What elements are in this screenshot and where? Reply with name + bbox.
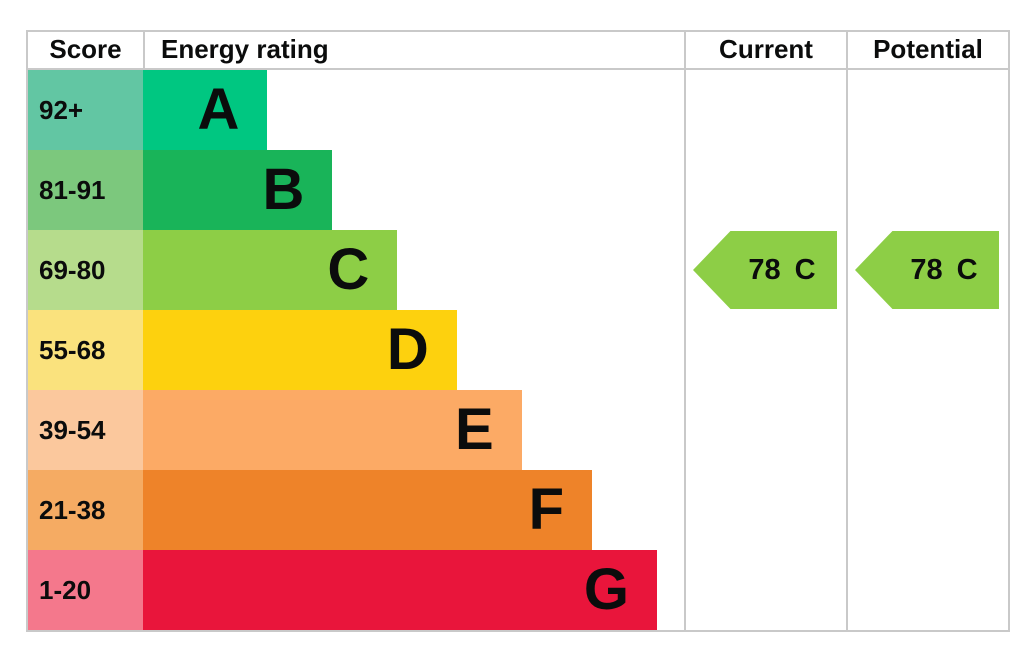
bar-area-g: G xyxy=(143,550,684,630)
bar-area-e: E xyxy=(143,390,684,470)
current-cell-d xyxy=(684,310,846,390)
band-row-b: 81-91 B xyxy=(28,150,1008,230)
energy-bar-g: G xyxy=(143,550,657,630)
bar-area-b: B xyxy=(143,150,684,230)
band-letter-a: A xyxy=(197,77,240,142)
band-letter-f: F xyxy=(528,477,565,542)
potential-cell-d xyxy=(846,310,1008,390)
potential-cell-b xyxy=(846,150,1008,230)
potential-cell-c: 78 C xyxy=(846,230,1008,310)
energy-bar-b: B xyxy=(143,150,333,230)
energy-bar-d: D xyxy=(143,310,457,390)
band-row-f: 21-38 F xyxy=(28,470,1008,550)
current-cell-f xyxy=(684,470,846,550)
band-letter-c: C xyxy=(327,237,370,302)
header-potential: Potential xyxy=(846,32,1008,68)
bar-area-a: A xyxy=(143,70,684,150)
current-band-letter: C xyxy=(794,253,816,286)
potential-cell-g xyxy=(846,550,1008,630)
energy-bar-e: E xyxy=(143,390,522,470)
potential-cell-e xyxy=(846,390,1008,470)
header-current: Current xyxy=(684,32,846,68)
potential-score-value: 78 xyxy=(910,253,943,286)
current-cell-e xyxy=(684,390,846,470)
header-row: Score Energy rating Current Potential xyxy=(28,32,1008,70)
score-range-g: 1-20 xyxy=(28,550,143,630)
energy-bar-f: F xyxy=(143,470,593,550)
bar-area-f: F xyxy=(143,470,684,550)
band-row-c: 69-80 C 78 C 78 C xyxy=(28,230,1008,310)
bar-area-c: C xyxy=(143,230,684,310)
potential-rating-arrow: 78 C xyxy=(855,231,999,309)
header-score: Score xyxy=(28,32,145,68)
potential-cell-f xyxy=(846,470,1008,550)
band-row-a: 92+ A xyxy=(28,70,1008,150)
score-range-f: 21-38 xyxy=(28,470,143,550)
current-cell-a xyxy=(684,70,846,150)
score-range-a: 92+ xyxy=(28,70,143,150)
energy-bar-c: C xyxy=(143,230,398,310)
potential-cell-a xyxy=(846,70,1008,150)
energy-bar-a: A xyxy=(143,70,268,150)
current-rating-arrow: 78 C xyxy=(693,231,837,309)
current-cell-g xyxy=(684,550,846,630)
band-row-g: 1-20 G xyxy=(28,550,1008,630)
band-letter-b: B xyxy=(262,157,305,222)
bar-area-d: D xyxy=(143,310,684,390)
potential-band-letter: C xyxy=(956,253,978,286)
current-score-value: 78 xyxy=(748,253,781,286)
score-range-e: 39-54 xyxy=(28,390,143,470)
current-cell-c: 78 C xyxy=(684,230,846,310)
score-range-d: 55-68 xyxy=(28,310,143,390)
score-range-b: 81-91 xyxy=(28,150,143,230)
current-cell-b xyxy=(684,150,846,230)
band-letter-g: G xyxy=(583,557,629,622)
band-row-d: 55-68 D xyxy=(28,310,1008,390)
header-energy-rating: Energy rating xyxy=(161,34,329,64)
score-range-c: 69-80 xyxy=(28,230,143,310)
band-letter-d: D xyxy=(386,317,429,382)
rating-table: Score Energy rating Current Potential 92… xyxy=(26,30,1010,632)
band-row-e: 39-54 E xyxy=(28,390,1008,470)
band-letter-e: E xyxy=(455,397,494,462)
